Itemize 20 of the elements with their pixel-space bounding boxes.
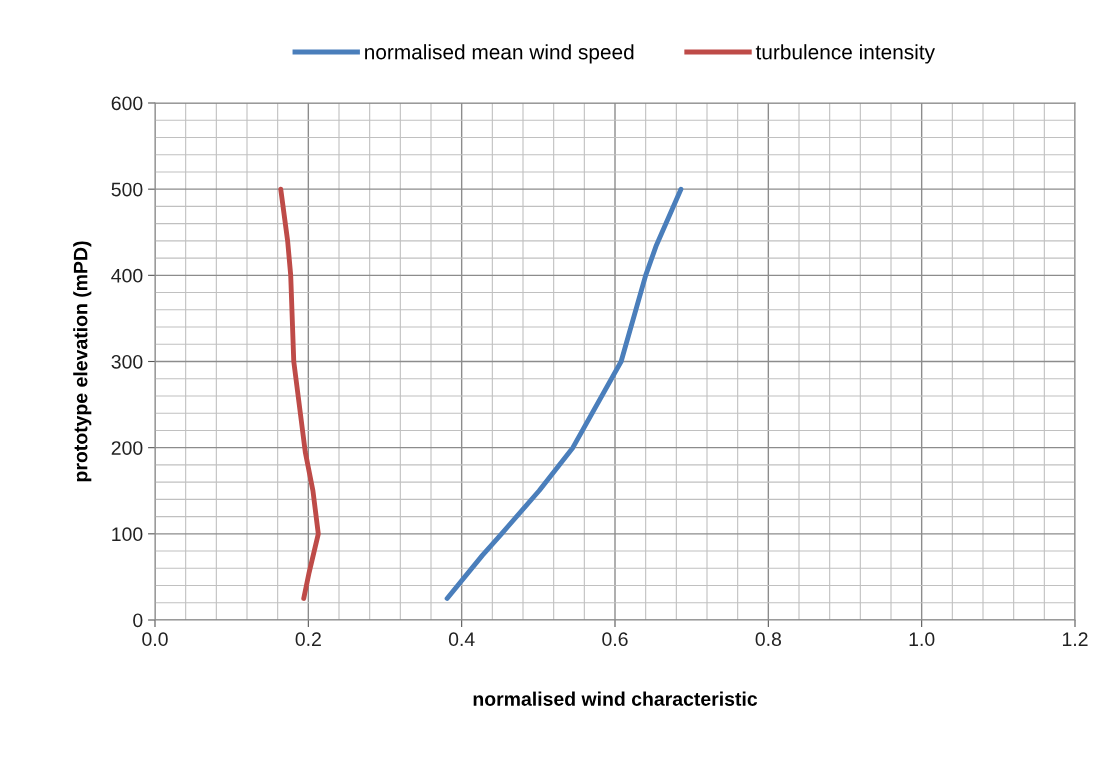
y-tick-label: 400 [111,268,143,283]
legend-label: normalised mean wind speed [365,44,634,64]
y-tick-label: 100 [112,527,143,542]
x-tick-label: 0.4 [448,632,475,647]
y-tick-label: 0 [133,613,143,628]
x-tick-label: 0.8 [755,632,781,647]
line-series [278,186,321,601]
y-tick-label: 500 [111,182,143,197]
y-tick-label: 300 [111,354,143,369]
x-tick-label: 0.2 [295,632,321,647]
line-series [444,186,684,601]
y-axis-title: prototype elevation (mPD) [73,241,92,482]
legend-label: turbulence intensity [755,44,935,64]
x-tick-label: 0.6 [602,632,628,647]
x-tick-label: 1.0 [909,632,935,647]
x-tick-label: 0.0 [142,632,168,647]
y-tick-label: 200 [111,441,143,455]
y-tick-label: 600 [111,96,143,111]
x-tick-label: 1.2 [1062,632,1088,646]
x-axis-title: normalised wind characteristic [473,691,758,706]
